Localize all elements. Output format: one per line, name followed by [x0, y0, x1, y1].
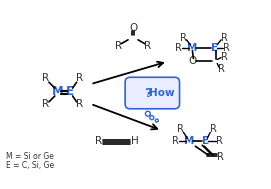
Text: O: O — [188, 57, 196, 67]
Text: R: R — [95, 136, 102, 146]
Text: R: R — [172, 136, 179, 146]
FancyBboxPatch shape — [125, 77, 180, 109]
Text: H: H — [131, 136, 139, 146]
Text: R: R — [180, 33, 187, 43]
Text: R: R — [222, 43, 230, 53]
Text: M: M — [184, 136, 195, 146]
Text: M: M — [187, 43, 198, 53]
Text: R: R — [221, 52, 228, 62]
Text: E: E — [211, 43, 218, 53]
Text: R: R — [144, 41, 151, 51]
Text: R: R — [42, 99, 50, 109]
Text: R: R — [76, 99, 83, 109]
Text: R: R — [216, 136, 222, 146]
Text: E: E — [66, 84, 74, 98]
Text: E = C, Si, Ge: E = C, Si, Ge — [6, 161, 54, 170]
Text: R: R — [76, 73, 83, 83]
Text: R: R — [42, 73, 50, 83]
Text: R: R — [217, 152, 224, 162]
Text: R: R — [221, 33, 228, 43]
Text: R: R — [177, 125, 184, 135]
Text: How: How — [149, 88, 175, 98]
Text: R: R — [115, 41, 122, 51]
Text: ?: ? — [144, 87, 152, 100]
Text: R: R — [218, 64, 225, 74]
Text: R: R — [210, 125, 217, 135]
Text: E: E — [202, 136, 209, 146]
Text: R: R — [175, 43, 182, 53]
Text: O: O — [129, 23, 137, 33]
Text: M: M — [52, 84, 64, 98]
Text: M = Si or Ge: M = Si or Ge — [6, 152, 54, 161]
